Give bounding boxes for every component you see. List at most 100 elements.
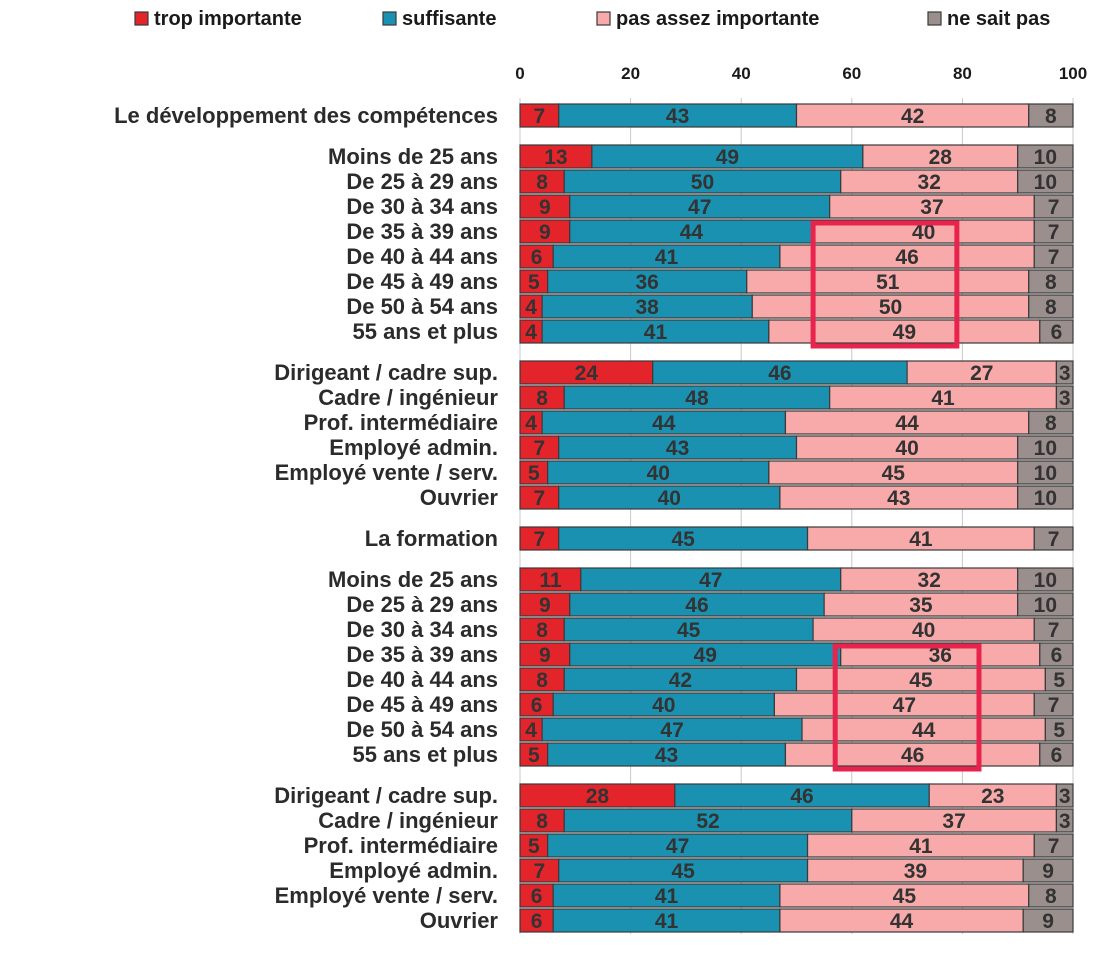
segment-value-label: 8 bbox=[1045, 885, 1057, 908]
segment-value-label: 51 bbox=[876, 271, 900, 294]
segment-value-label: 48 bbox=[685, 387, 709, 410]
segment-value-label: 6 bbox=[1051, 744, 1063, 767]
segment-value-label: 39 bbox=[904, 860, 927, 883]
legend: trop importante suffisante pas assez impor… bbox=[134, 8, 1050, 30]
x-tick-label: 0 bbox=[515, 64, 524, 83]
segment-value-label: 8 bbox=[536, 619, 548, 642]
segment-value-label: 49 bbox=[694, 644, 717, 667]
segment-value-label: 45 bbox=[671, 528, 695, 551]
segment-value-label: 46 bbox=[768, 362, 791, 385]
bar-segment bbox=[1033, 219, 1074, 244]
segment-value-label: 41 bbox=[655, 910, 679, 933]
bar-segment bbox=[1033, 692, 1074, 717]
row-label: Employé admin. bbox=[329, 435, 498, 460]
segment-value-label: 41 bbox=[644, 321, 668, 344]
bar-segment bbox=[1033, 244, 1074, 269]
segment-value-label: 6 bbox=[531, 694, 543, 717]
segment-value-label: 7 bbox=[534, 487, 546, 510]
segment-value-label: 6 bbox=[1051, 321, 1063, 344]
segment-value-label: 7 bbox=[534, 860, 546, 883]
segment-value-label: 32 bbox=[918, 569, 941, 592]
x-tick-label: 40 bbox=[732, 64, 751, 83]
segment-value-label: 8 bbox=[536, 387, 548, 410]
segment-value-label: 40 bbox=[912, 619, 935, 642]
segment-value-label: 44 bbox=[912, 719, 936, 742]
segment-value-label: 5 bbox=[528, 744, 540, 767]
bar-segment bbox=[1017, 592, 1074, 617]
segment-value-label: 41 bbox=[931, 387, 955, 410]
bar-segment bbox=[1033, 526, 1074, 551]
segment-value-label: 27 bbox=[970, 362, 993, 385]
segment-value-label: 50 bbox=[879, 296, 902, 319]
segment-value-label: 7 bbox=[534, 437, 546, 460]
bar-segment bbox=[1017, 567, 1074, 592]
segment-value-label: 9 bbox=[539, 594, 551, 617]
segment-value-label: 38 bbox=[636, 296, 660, 319]
segment-value-label: 28 bbox=[929, 146, 953, 169]
segment-value-label: 45 bbox=[882, 462, 906, 485]
segment-value-label: 45 bbox=[893, 885, 917, 908]
segment-value-label: 6 bbox=[531, 246, 543, 269]
segment-value-label: 5 bbox=[528, 462, 540, 485]
segment-value-label: 7 bbox=[1048, 619, 1060, 642]
bar-segment bbox=[1055, 385, 1074, 410]
segment-value-label: 4 bbox=[525, 719, 537, 742]
segment-value-label: 49 bbox=[716, 146, 739, 169]
legend-label: suffisante bbox=[402, 8, 496, 30]
highlight-boxes bbox=[810, 220, 982, 772]
bar-segment bbox=[1044, 717, 1074, 742]
segment-value-label: 23 bbox=[981, 785, 1004, 808]
legend-swatch bbox=[134, 11, 149, 26]
segment-value-label: 40 bbox=[652, 694, 675, 717]
segment-value-label: 41 bbox=[909, 835, 933, 858]
segment-value-label: 9 bbox=[1042, 860, 1054, 883]
row-label: Employé vente / serv. bbox=[275, 460, 498, 485]
segment-value-label: 43 bbox=[655, 744, 678, 767]
segment-value-label: 3 bbox=[1059, 362, 1071, 385]
row-label: De 45 à 49 ans bbox=[346, 692, 498, 717]
legend-swatch bbox=[382, 11, 397, 26]
bar-rows: Le développement des compétences 7 43 42 8Mo… bbox=[114, 103, 1074, 933]
segment-value-label: 45 bbox=[909, 669, 933, 692]
bar-segment bbox=[1033, 833, 1074, 858]
highlight-box bbox=[832, 643, 982, 772]
segment-value-label: 45 bbox=[677, 619, 701, 642]
row-label: 55 ans et plus bbox=[352, 319, 498, 344]
segment-value-label: 8 bbox=[536, 669, 548, 692]
segment-value-label: 37 bbox=[942, 810, 965, 833]
segment-value-label: 40 bbox=[658, 487, 681, 510]
bar-segment bbox=[1033, 617, 1074, 642]
segment-value-label: 8 bbox=[1045, 296, 1057, 319]
segment-value-label: 40 bbox=[895, 437, 918, 460]
segment-value-label: 4 bbox=[525, 321, 537, 344]
segment-value-label: 8 bbox=[536, 171, 548, 194]
segment-value-label: 7 bbox=[534, 528, 546, 551]
segment-value-label: 41 bbox=[909, 528, 933, 551]
segment-value-label: 3 bbox=[1059, 785, 1071, 808]
x-tick-label: 100 bbox=[1059, 64, 1087, 83]
bar-segment bbox=[1028, 294, 1074, 319]
x-axis: 0 20 40 60 80 100 bbox=[515, 64, 1087, 83]
segment-value-label: 47 bbox=[688, 196, 711, 219]
x-tick-label: 80 bbox=[953, 64, 972, 83]
x-tick-label: 60 bbox=[842, 64, 861, 83]
segment-value-label: 42 bbox=[669, 669, 692, 692]
segment-value-label: 10 bbox=[1034, 437, 1057, 460]
segment-value-label: 4 bbox=[525, 296, 537, 319]
row-label: De 30 à 34 ans bbox=[346, 194, 498, 219]
segment-value-label: 13 bbox=[544, 146, 567, 169]
segment-value-label: 7 bbox=[1048, 694, 1060, 717]
segment-value-label: 43 bbox=[666, 105, 689, 128]
row-label: De 40 à 44 ans bbox=[346, 667, 498, 692]
row-label: De 25 à 29 ans bbox=[346, 592, 498, 617]
bar-segment bbox=[1039, 319, 1074, 344]
segment-value-label: 9 bbox=[1042, 910, 1054, 933]
segment-value-label: 10 bbox=[1034, 462, 1057, 485]
segment-value-label: 36 bbox=[636, 271, 659, 294]
row-label: De 50 à 54 ans bbox=[346, 294, 498, 319]
segment-value-label: 47 bbox=[660, 719, 683, 742]
segment-value-label: 10 bbox=[1034, 594, 1057, 617]
segment-value-label: 6 bbox=[1051, 644, 1063, 667]
row-label: Dirigeant / cadre sup. bbox=[274, 783, 498, 808]
bar-segment bbox=[1022, 858, 1074, 883]
